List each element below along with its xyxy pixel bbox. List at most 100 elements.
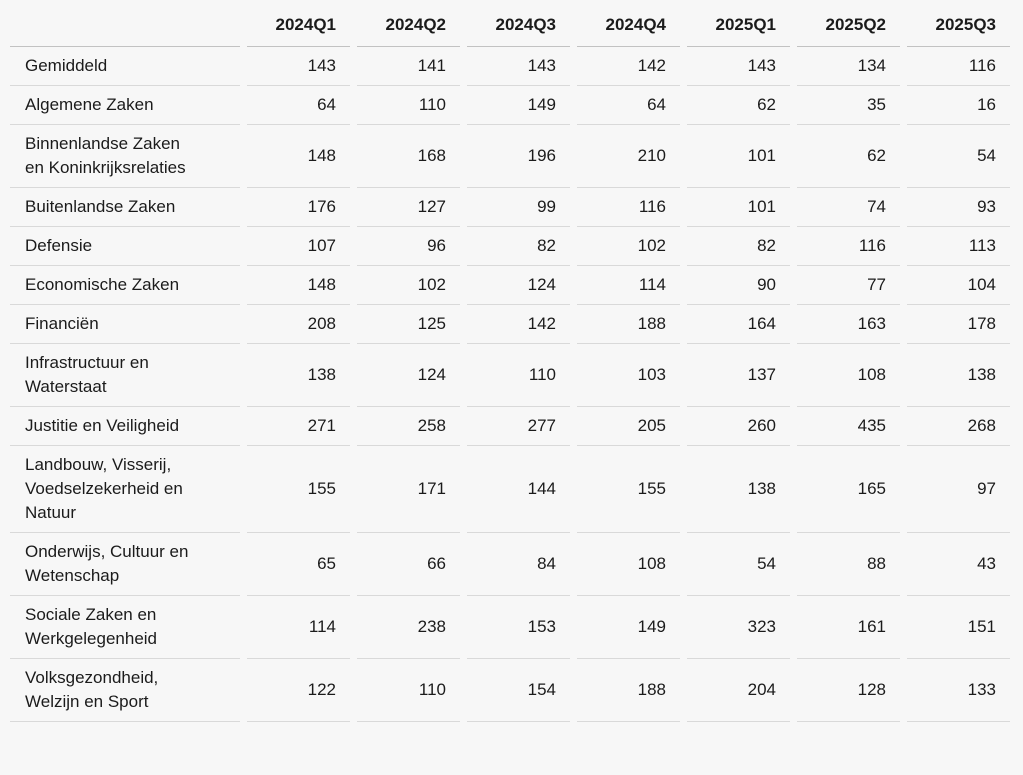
table-row: Binnenlandse Zaken en Koninkrijksrelatie… [10, 125, 1010, 188]
value-cell: 151 [907, 596, 1010, 659]
value-cell: 110 [357, 86, 460, 125]
value-cell: 127 [357, 188, 460, 227]
value-cell: 155 [247, 446, 350, 533]
value-cell: 90 [687, 266, 790, 305]
column-header: 2025Q2 [797, 0, 900, 47]
value-cell: 114 [577, 266, 680, 305]
row-label: Infrastructuur en Waterstaat [10, 344, 240, 407]
value-cell: 54 [687, 533, 790, 596]
value-cell: 116 [907, 47, 1010, 86]
value-cell: 88 [797, 533, 900, 596]
value-cell: 54 [907, 125, 1010, 188]
row-label: Justitie en Veiligheid [10, 407, 240, 446]
value-cell: 148 [247, 266, 350, 305]
value-cell: 161 [797, 596, 900, 659]
value-cell: 65 [247, 533, 350, 596]
value-cell: 110 [357, 659, 460, 722]
value-cell: 35 [797, 86, 900, 125]
table-header: 2024Q1 2024Q2 2024Q3 2024Q4 2025Q1 2025Q2 2025… [10, 0, 1010, 47]
row-label: Volksgezondheid, Welzijn en Sport [10, 659, 240, 722]
value-cell: 16 [907, 86, 1010, 125]
value-cell: 101 [687, 188, 790, 227]
value-cell: 148 [247, 125, 350, 188]
table-row: Algemene Zaken 64 110 149 64 62 35 16 [10, 86, 1010, 125]
value-cell: 153 [467, 596, 570, 659]
row-label: Gemiddeld [10, 47, 240, 86]
column-header: 2024Q3 [467, 0, 570, 47]
value-cell: 102 [577, 227, 680, 266]
value-cell: 163 [797, 305, 900, 344]
value-cell: 108 [797, 344, 900, 407]
value-cell: 164 [687, 305, 790, 344]
value-cell: 108 [577, 533, 680, 596]
value-cell: 122 [247, 659, 350, 722]
table-row: Defensie 107 96 82 102 82 116 113 [10, 227, 1010, 266]
value-cell: 143 [687, 47, 790, 86]
value-cell: 84 [467, 533, 570, 596]
value-cell: 260 [687, 407, 790, 446]
value-cell: 101 [687, 125, 790, 188]
value-cell: 141 [357, 47, 460, 86]
value-cell: 268 [907, 407, 1010, 446]
value-cell: 43 [907, 533, 1010, 596]
column-header: 2024Q4 [577, 0, 680, 47]
column-header: 2024Q1 [247, 0, 350, 47]
row-label: Sociale Zaken en Werkgelegenheid [10, 596, 240, 659]
value-cell: 82 [687, 227, 790, 266]
table-row: Gemiddeld 143 141 143 142 143 134 116 [10, 47, 1010, 86]
value-cell: 99 [467, 188, 570, 227]
value-cell: 435 [797, 407, 900, 446]
value-cell: 110 [467, 344, 570, 407]
table-row: Buitenlandse Zaken 176 127 99 116 101 74 93 [10, 188, 1010, 227]
value-cell: 96 [357, 227, 460, 266]
table-row: Financiën 208 125 142 188 164 163 178 [10, 305, 1010, 344]
table-row: Economische Zaken 148 102 124 114 90 77 104 [10, 266, 1010, 305]
value-cell: 66 [357, 533, 460, 596]
value-cell: 165 [797, 446, 900, 533]
header-row: 2024Q1 2024Q2 2024Q3 2024Q4 2025Q1 2025Q2 2025… [10, 0, 1010, 47]
value-cell: 137 [687, 344, 790, 407]
value-cell: 97 [907, 446, 1010, 533]
value-cell: 149 [467, 86, 570, 125]
table-row: Sociale Zaken en Werkgelegenheid 114 238 15… [10, 596, 1010, 659]
value-cell: 188 [577, 659, 680, 722]
value-cell: 107 [247, 227, 350, 266]
row-label: Onderwijs, Cultuur en Wetenschap [10, 533, 240, 596]
value-cell: 271 [247, 407, 350, 446]
value-cell: 103 [577, 344, 680, 407]
value-cell: 155 [577, 446, 680, 533]
value-cell: 188 [577, 305, 680, 344]
value-cell: 210 [577, 125, 680, 188]
value-cell: 82 [467, 227, 570, 266]
row-label: Algemene Zaken [10, 86, 240, 125]
value-cell: 113 [907, 227, 1010, 266]
row-label: Binnenlandse Zaken en Koninkrijksrelatie… [10, 125, 240, 188]
value-cell: 168 [357, 125, 460, 188]
value-cell: 196 [467, 125, 570, 188]
value-cell: 64 [577, 86, 680, 125]
value-cell: 102 [357, 266, 460, 305]
table-row: Justitie en Veiligheid 271 258 277 205 260 435… [10, 407, 1010, 446]
value-cell: 138 [247, 344, 350, 407]
value-cell: 74 [797, 188, 900, 227]
table-body: Gemiddeld 143 141 143 142 143 134 116 Algemene Z… [10, 47, 1010, 722]
value-cell: 133 [907, 659, 1010, 722]
value-cell: 171 [357, 446, 460, 533]
value-cell: 62 [687, 86, 790, 125]
value-cell: 143 [467, 47, 570, 86]
row-label: Landbouw, Visserij, Voedselzekerheid en … [10, 446, 240, 533]
value-cell: 149 [577, 596, 680, 659]
value-cell: 64 [247, 86, 350, 125]
row-label: Economische Zaken [10, 266, 240, 305]
value-cell: 323 [687, 596, 790, 659]
value-cell: 238 [357, 596, 460, 659]
value-cell: 176 [247, 188, 350, 227]
table-row: Infrastructuur en Waterstaat 138 124 110 103… [10, 344, 1010, 407]
value-cell: 205 [577, 407, 680, 446]
table-row: Landbouw, Visserij, Voedselzekerheid en … [10, 446, 1010, 533]
value-cell: 128 [797, 659, 900, 722]
value-cell: 124 [467, 266, 570, 305]
value-cell: 154 [467, 659, 570, 722]
value-cell: 93 [907, 188, 1010, 227]
column-header: 2025Q3 [907, 0, 1010, 47]
